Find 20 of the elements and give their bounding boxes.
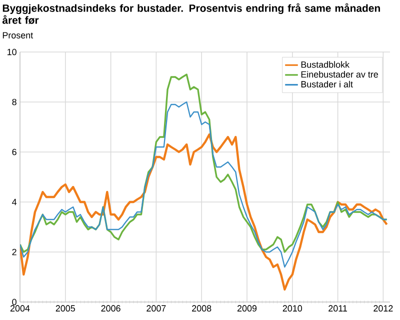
x-tick-label: 2009 — [237, 305, 257, 312]
legend-label: Einebustader av tre — [301, 71, 378, 78]
legend-label: Bustader i alt — [301, 80, 353, 88]
y-axis-title: Prosent — [2, 32, 34, 38]
y-tick-label: 2 — [12, 248, 16, 256]
y-tick-label: 8 — [12, 98, 16, 106]
legend-label: Bustadblokk — [301, 61, 350, 68]
x-tick-label: 2004 — [10, 305, 30, 312]
x-tick-label: 2012 — [374, 305, 393, 312]
x-tick-label: 2010 — [282, 305, 302, 312]
x-tick-label: 2007 — [146, 305, 166, 312]
y-tick-label: 6 — [12, 148, 16, 156]
chart-title: Byggjekostnadsindeks for bustader. Prosentvis endring frå same månaden året før — [2, 3, 380, 24]
y-tick-label: 4 — [12, 198, 17, 206]
x-tick-label: 2005 — [56, 305, 75, 312]
y-tick-label: 0 — [12, 298, 16, 306]
x-tick-label: 2011 — [328, 305, 347, 312]
x-tick-label: 2006 — [101, 305, 120, 312]
x-tick-label: 2008 — [192, 305, 212, 312]
y-tick-label: 10 — [8, 48, 16, 56]
